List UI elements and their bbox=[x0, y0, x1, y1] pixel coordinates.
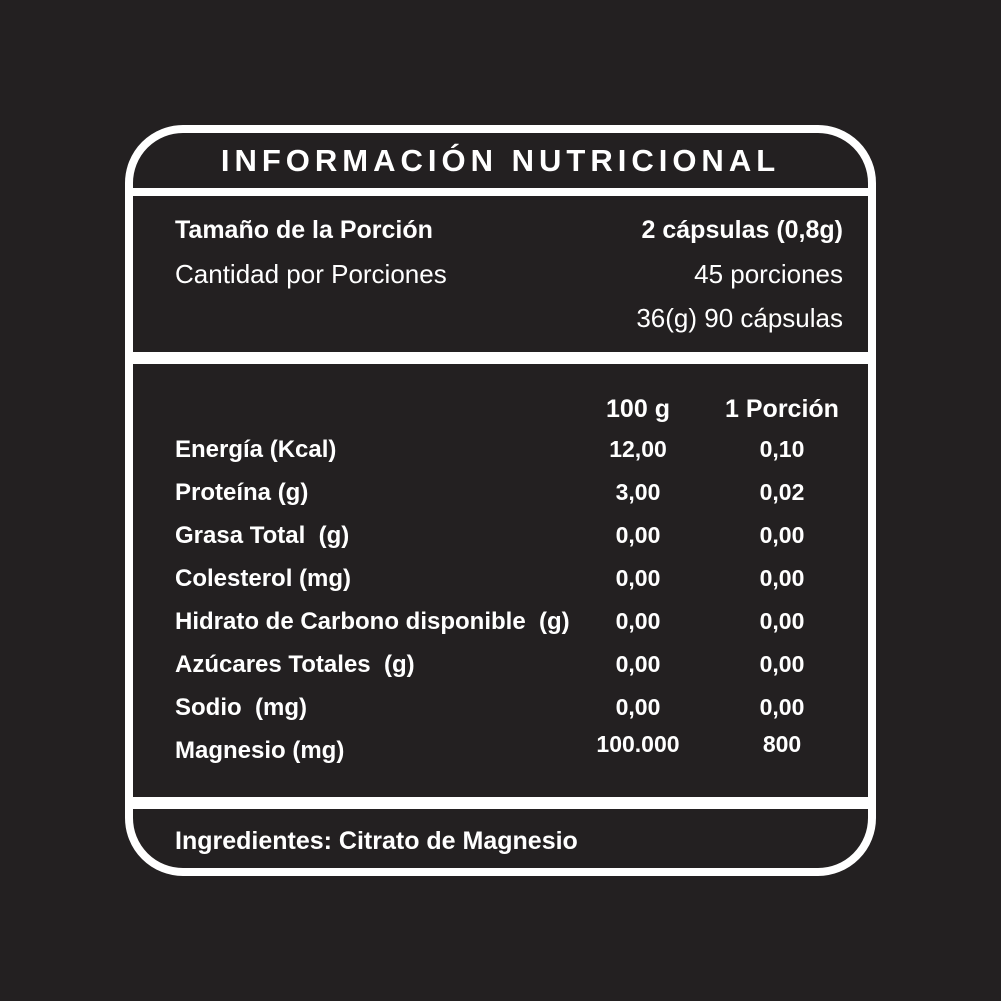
nutrient-name: Sodio (mg) bbox=[175, 693, 307, 721]
nutrient-per-portion: 0,00 bbox=[759, 694, 805, 720]
nutrient-per-portion: 0,00 bbox=[759, 608, 805, 634]
table-row: Hidrato de Carbono disponible (g) 0,00 0… bbox=[175, 600, 852, 643]
table-header-row: 100 g 1 Porción bbox=[175, 386, 852, 428]
table-row: Grasa Total (g) 0,00 0,00 bbox=[175, 514, 852, 557]
nutrient-per-100g: 0,00 bbox=[615, 565, 661, 591]
column-header-portion: 1 Porción bbox=[725, 395, 839, 423]
servings-count-label: Cantidad por Porciones bbox=[175, 258, 447, 289]
serving-size-row: Tamaño de la Porción 2 cápsulas (0,8g) bbox=[175, 208, 843, 252]
title-divider bbox=[133, 188, 868, 196]
nutrient-name: Proteína (g) bbox=[175, 478, 309, 506]
table-row: Azúcares Totales (g) 0,00 0,00 bbox=[175, 643, 852, 686]
nutrient-per-100g: 12,00 bbox=[609, 436, 667, 462]
title-section: INFORMACIÓN NUTRICIONAL bbox=[133, 133, 868, 188]
nutrient-per-portion: 0,00 bbox=[759, 651, 805, 677]
nutrient-per-portion: 0,00 bbox=[759, 522, 805, 548]
net-content-row: 36(g) 90 cápsulas bbox=[175, 296, 843, 340]
table-row: Energía (Kcal) 12,00 0,10 bbox=[175, 428, 852, 471]
nutrient-per-portion: 800 bbox=[762, 731, 802, 757]
servings-count-value: 45 porciones bbox=[694, 258, 843, 289]
serving-size-label: Tamaño de la Porción bbox=[175, 215, 433, 244]
table-row: Magnesio (mg) 100.000 800 bbox=[175, 729, 852, 772]
nutrient-per-portion: 0,00 bbox=[759, 565, 805, 591]
servings-count-row: Cantidad por Porciones 45 porciones bbox=[175, 252, 843, 296]
ingredients-section: Ingredientes: Citrato de Magnesio bbox=[133, 809, 868, 868]
nutrient-per-100g: 0,00 bbox=[615, 608, 661, 634]
serving-size-value: 2 cápsulas (0,8g) bbox=[641, 215, 843, 244]
label-title: INFORMACIÓN NUTRICIONAL bbox=[220, 142, 781, 178]
column-header-100g: 100 g bbox=[606, 395, 670, 423]
nutrient-name: Azúcares Totales (g) bbox=[175, 650, 415, 678]
table-ingredients-divider bbox=[133, 797, 868, 809]
nutrition-facts-panel: INFORMACIÓN NUTRICIONAL Tamaño de la Por… bbox=[125, 125, 876, 876]
serving-section: Tamaño de la Porción 2 cápsulas (0,8g) C… bbox=[133, 196, 868, 352]
table-row: Sodio (mg) 0,00 0,00 bbox=[175, 686, 852, 729]
nutrient-per-100g: 0,00 bbox=[615, 651, 661, 677]
nutrients-table: 100 g 1 Porción Energía (Kcal) 12,00 0,1… bbox=[133, 364, 868, 797]
nutrient-name: Hidrato de Carbono disponible (g) bbox=[175, 607, 570, 635]
nutrient-per-100g: 3,00 bbox=[615, 479, 661, 505]
nutrient-per-100g: 0,00 bbox=[615, 522, 661, 548]
nutrient-name: Energía (Kcal) bbox=[175, 435, 337, 463]
table-row: Proteína (g) 3,00 0,02 bbox=[175, 471, 852, 514]
nutrient-per-portion: 0,02 bbox=[759, 479, 805, 505]
nutrient-per-100g: 100.000 bbox=[596, 731, 680, 757]
nutrient-name: Grasa Total (g) bbox=[175, 521, 350, 549]
ingredients-text: Ingredientes: Citrato de Magnesio bbox=[175, 827, 578, 855]
nutrient-name: Magnesio (mg) bbox=[175, 736, 345, 764]
nutrient-per-portion: 0,10 bbox=[759, 436, 805, 462]
nutrient-per-100g: 0,00 bbox=[615, 694, 661, 720]
nutrient-name: Colesterol (mg) bbox=[175, 564, 352, 592]
net-content-value: 36(g) 90 cápsulas bbox=[636, 302, 843, 333]
table-row: Colesterol (mg) 0,00 0,00 bbox=[175, 557, 852, 600]
serving-table-divider bbox=[133, 352, 868, 364]
